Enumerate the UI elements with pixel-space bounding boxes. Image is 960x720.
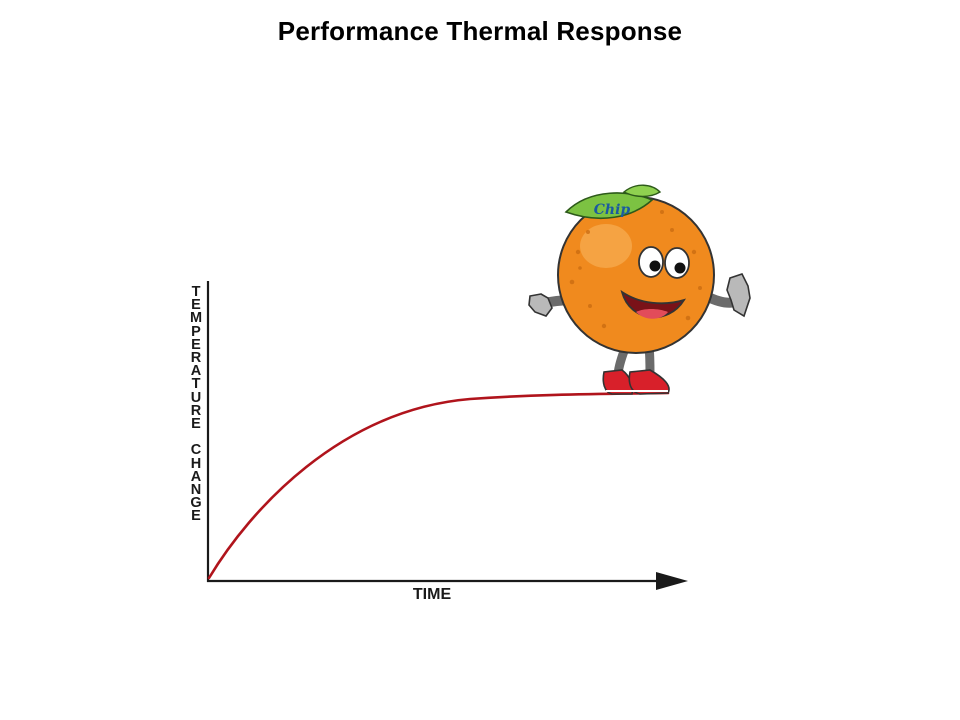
chip-mascot-illustration: Chip: [528, 184, 751, 395]
y-axis-label: T E M P E R A T U R E C H A N G E: [189, 284, 203, 525]
x-axis-label: TIME: [412, 586, 452, 603]
mascot-leaf-name: Chip: [594, 202, 631, 218]
slide-title: Performance Thermal Response: [277, 16, 683, 46]
x-axis-arrowhead: [656, 572, 688, 590]
temperature-curve: [207, 391, 670, 580]
